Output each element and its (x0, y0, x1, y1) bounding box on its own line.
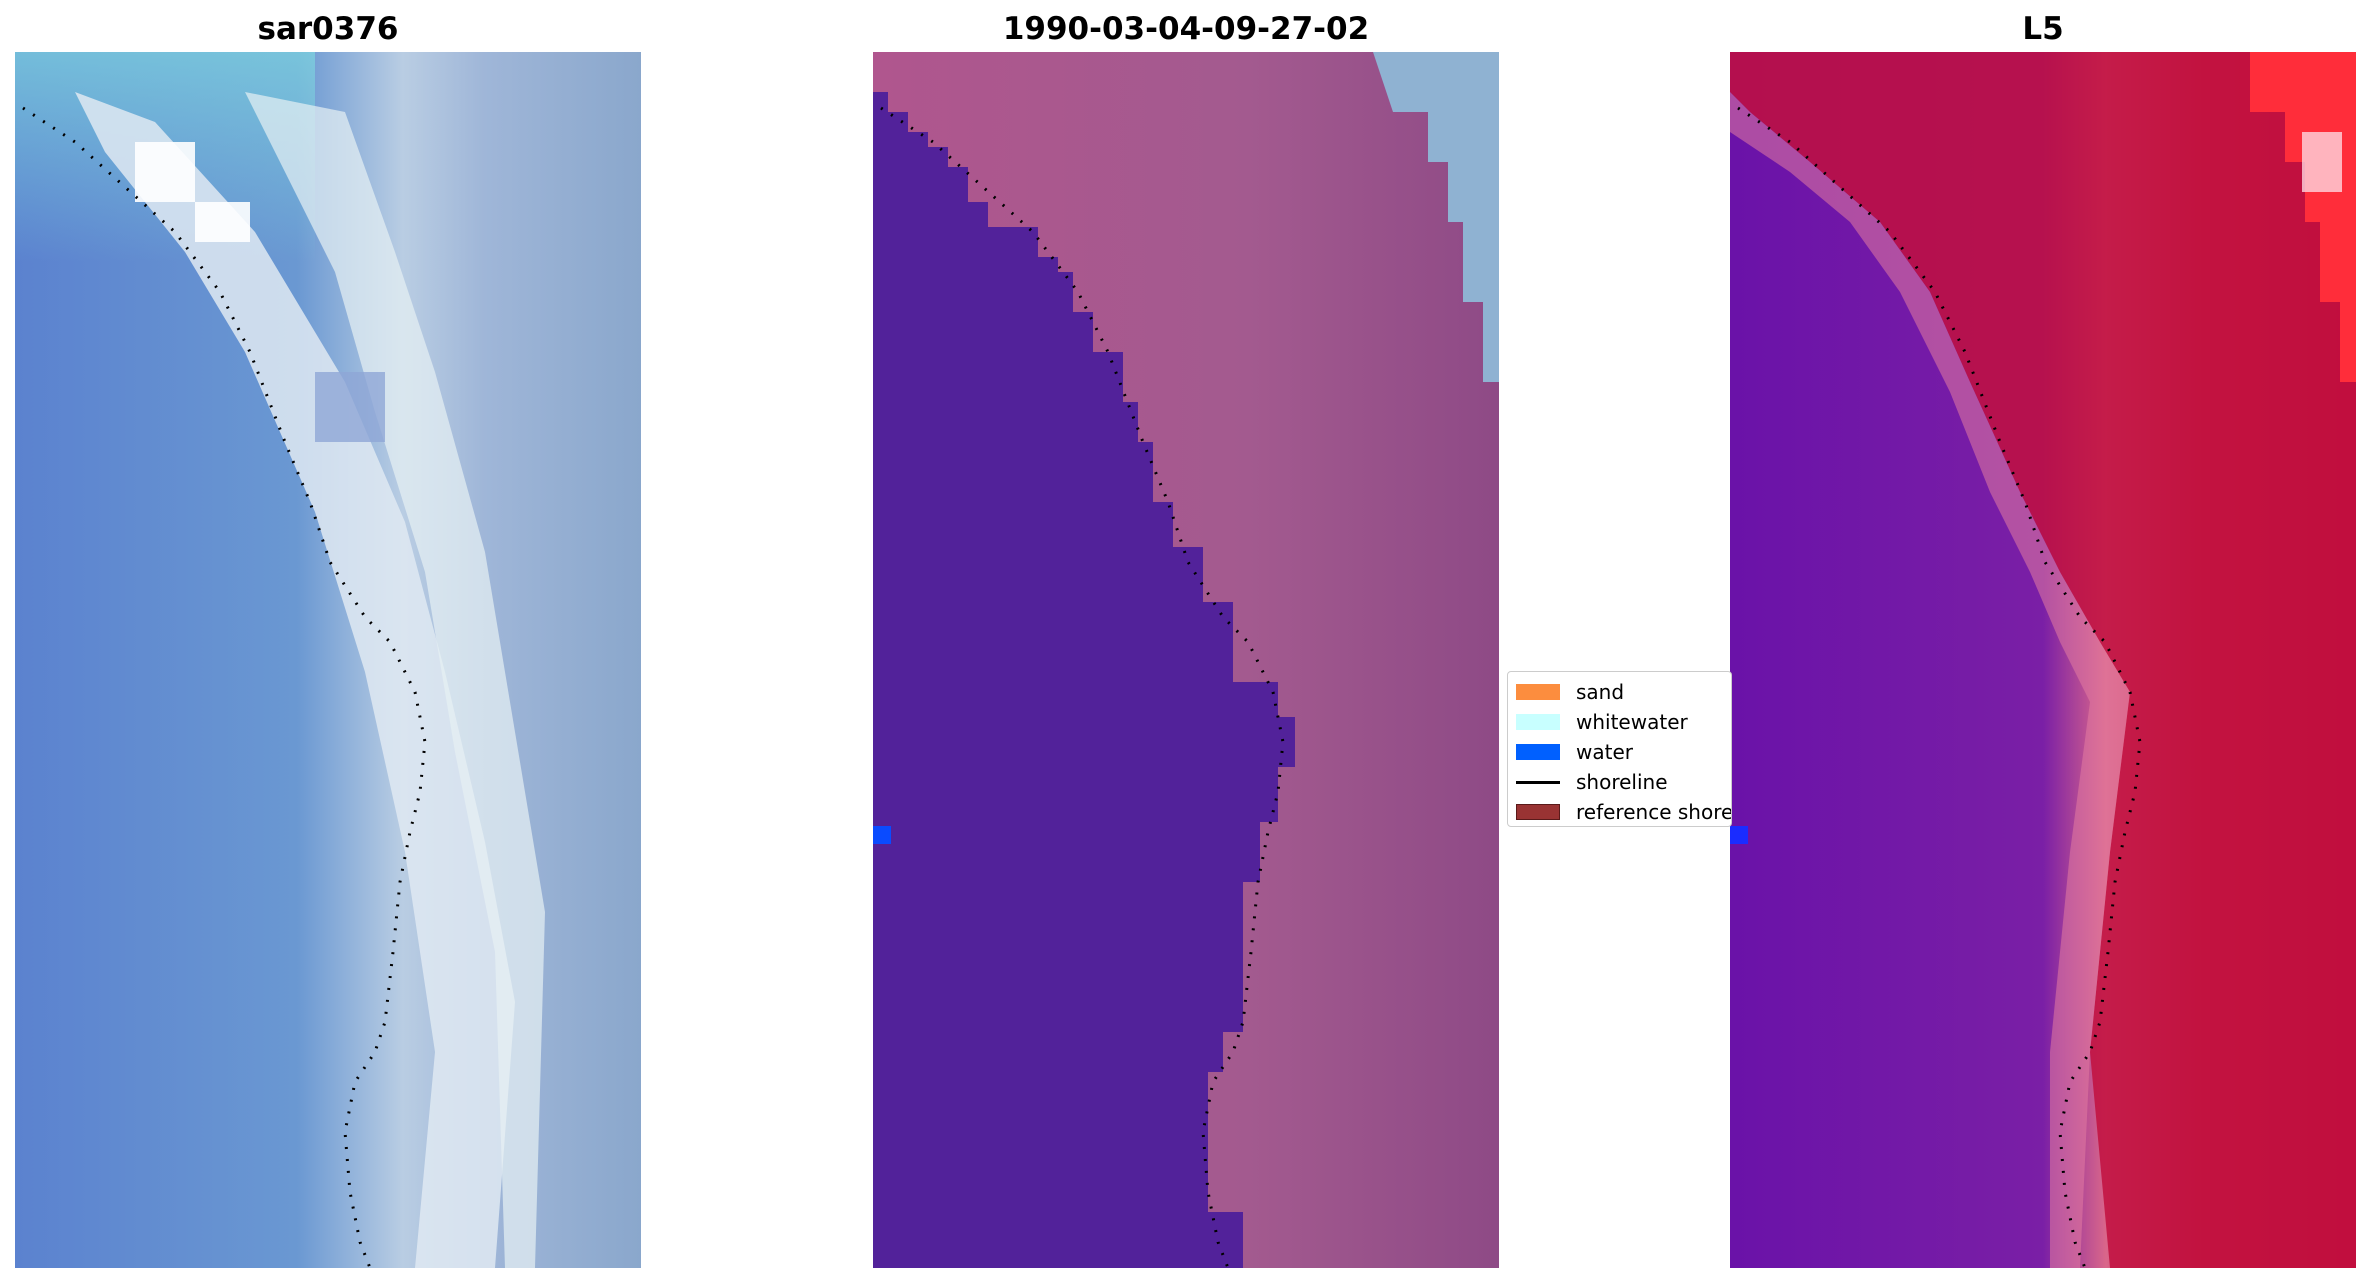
shoreline-dots (22, 106, 427, 1268)
legend-label-reference-shoreline: reference shoreline (1576, 800, 1731, 824)
rgb-image-panel (15, 52, 641, 1268)
water-class-region (873, 92, 1295, 1268)
legend-item-sand: sand (1516, 680, 1624, 704)
bright-sand-band (245, 92, 545, 1268)
sand-swatch (1516, 684, 1560, 700)
legend-item-water: water (1516, 740, 1633, 764)
surf-band (75, 92, 515, 1268)
classified-image (873, 52, 1499, 1268)
rgb-satellite-image (15, 52, 641, 1268)
index-map-image (1730, 52, 2356, 1268)
water-swatch (1516, 744, 1560, 760)
legend-label-whitewater: whitewater (1576, 710, 1688, 734)
classified-image-panel (873, 52, 1499, 1268)
legend-item-whitewater: whitewater (1516, 710, 1688, 734)
water-pixel (873, 826, 891, 844)
whitewater-swatch (1516, 714, 1560, 730)
shoreline-line-icon (1516, 780, 1560, 784)
legend-label-sand: sand (1576, 680, 1625, 704)
unclassified-corner (1373, 52, 1499, 382)
panel-title-sar0376: sar0376 (257, 11, 399, 47)
transition-band (1730, 92, 2130, 1268)
legend-label-water: water (1576, 740, 1633, 764)
reference-shoreline-swatch (1516, 804, 1560, 820)
legend-label-shoreline: shoreline (1576, 770, 1668, 794)
legend-item-reference-shoreline: reference shoreline (1516, 800, 1731, 824)
legend: sand whitewater water shoreline referenc… (1507, 671, 1732, 827)
water-pixel (1730, 826, 1748, 844)
shoreline-dots (1737, 106, 2142, 1268)
high-index-region (1730, 52, 2356, 1268)
index-map-panel (1730, 52, 2356, 1268)
panel-title-date: 1990-03-04-09-27-02 (1002, 11, 1370, 47)
panel-title-l5: L5 (2022, 11, 2064, 47)
shoreline-dots (880, 106, 1285, 1268)
legend-item-shoreline: shoreline (1516, 770, 1668, 794)
